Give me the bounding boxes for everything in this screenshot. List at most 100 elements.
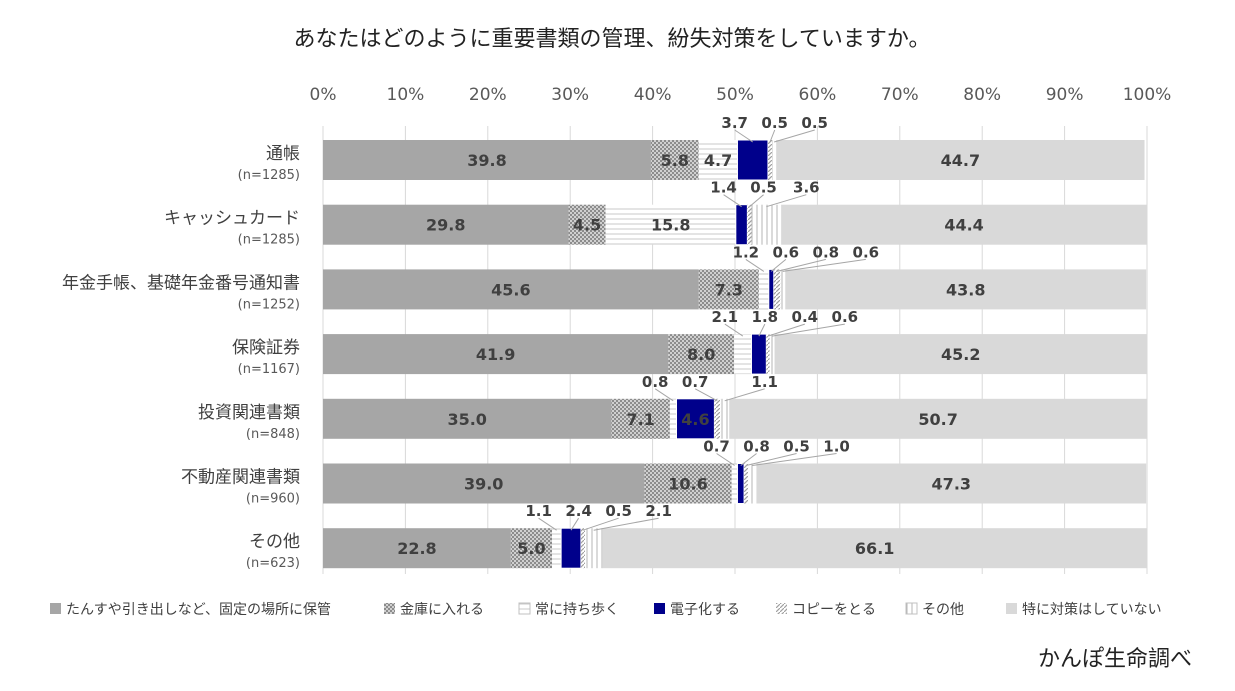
leader-line	[724, 323, 744, 337]
bar-segment	[750, 333, 767, 375]
leader-line	[758, 323, 766, 337]
leader-line	[749, 194, 764, 208]
bar-segment	[669, 398, 677, 439]
category-label: 年金手帳、基礎年金番号通知書	[62, 273, 300, 293]
bar-segment	[744, 463, 749, 504]
x-tick-label: 40%	[634, 85, 672, 105]
category-n: (n=1285)	[238, 233, 300, 248]
legend-label: その他	[922, 602, 964, 618]
data-label: 0.6	[853, 243, 880, 261]
data-label: 0.8	[642, 373, 669, 391]
data-label: 0.5	[783, 438, 810, 456]
bar-segment	[768, 268, 775, 310]
data-label: 4.5	[573, 216, 601, 235]
category-n: (n=1252)	[238, 297, 300, 312]
data-label: 1.1	[525, 502, 552, 520]
data-label: 5.8	[661, 151, 689, 170]
bar-segment	[605, 204, 736, 245]
leader-line	[694, 388, 718, 402]
data-label: 0.7	[703, 438, 730, 456]
chart-title: あなたはどのように重要書類の管理、紛失対策をしていますか。	[294, 27, 931, 52]
bar-segment	[585, 528, 603, 569]
bar-segment	[714, 398, 721, 439]
data-label: 45.2	[941, 345, 980, 364]
bar-segment	[644, 463, 732, 504]
data-label: 4.6	[681, 410, 709, 429]
leader-line	[766, 194, 807, 208]
data-label: 0.7	[682, 373, 709, 391]
leader-line	[723, 194, 742, 208]
data-label: 39.8	[467, 151, 506, 170]
bars	[323, 139, 1147, 569]
category-label: 通帳	[266, 144, 300, 164]
leader-line	[776, 258, 826, 272]
data-label: 1.8	[752, 308, 779, 326]
bar-segment	[785, 269, 1147, 310]
data-label: 0.6	[773, 243, 800, 261]
bar-segment	[780, 269, 786, 310]
bar-segment	[758, 269, 769, 310]
bar-segment	[747, 204, 752, 245]
leader-line	[538, 517, 557, 531]
data-label: 29.8	[426, 216, 465, 235]
data-labels: 39.8 5.8 4.7 44.7 3.7 0.5 0.5 29.8 4.5 15.8 44.4 1.…	[397, 114, 985, 558]
bar-segment	[756, 463, 1147, 504]
bar-segment	[602, 528, 1147, 569]
bar-segment	[323, 140, 651, 180]
bar-segment	[731, 463, 738, 504]
x-tick-label: 70%	[881, 85, 919, 105]
x-tick-label: 30%	[551, 85, 589, 105]
bar-segment	[323, 269, 699, 310]
leader-line	[740, 453, 757, 466]
data-label: 41.9	[476, 345, 515, 364]
bar-segment	[552, 528, 562, 569]
bar-segment	[323, 463, 645, 504]
data-label: 0.5	[801, 114, 828, 132]
leader-line	[724, 388, 765, 402]
data-label: 0.5	[750, 179, 777, 197]
data-label: 0.5	[761, 114, 788, 132]
bar-segment	[729, 398, 1147, 439]
data-label: 44.4	[944, 216, 983, 235]
x-axis-ticks: 0% 10% 20% 30% 40% 50% 60% 70% 80% 90% 100%	[310, 85, 1172, 105]
bar-segment	[766, 334, 770, 375]
bar-segment	[751, 204, 782, 245]
legend-label: 金庫に入れる	[400, 601, 484, 618]
category-labels: 通帳 (n=1285) キャッシュカード (n=1285) 年金手帳、基礎年金番号通知書…	[62, 144, 300, 571]
bar-segment	[769, 334, 775, 375]
leader-line	[782, 258, 866, 272]
bar-segment	[323, 398, 612, 439]
bar-segment	[698, 269, 759, 310]
data-label: 1.2	[733, 243, 760, 261]
data-label: 0.5	[605, 502, 632, 520]
category-label: 不動産関連書類	[181, 468, 300, 488]
leader-line	[570, 517, 580, 531]
data-label: 0.8	[813, 243, 840, 261]
bar-segment	[580, 528, 586, 569]
legend-swatch	[50, 603, 61, 614]
x-tick-label: 60%	[799, 85, 837, 105]
leader-line	[593, 517, 659, 531]
x-tick-label: 0%	[310, 85, 337, 105]
bar-segment	[720, 398, 730, 439]
source-note: かんぽ生命調べ	[1038, 647, 1192, 672]
data-label: 3.7	[721, 114, 748, 132]
category-label: 保険証券	[232, 338, 300, 358]
data-label: 45.6	[491, 280, 530, 299]
data-label: 2.4	[565, 502, 592, 520]
bar-segment	[323, 334, 669, 375]
leader-line	[773, 129, 815, 143]
data-label: 8.0	[687, 345, 715, 364]
bar-segment	[773, 269, 781, 310]
category-label: キャッシュカード	[164, 209, 300, 229]
leader-line	[582, 517, 619, 531]
x-tick-label: 20%	[469, 85, 507, 105]
legend: たんすや引き出しなど、固定の場所に保管 金庫に入れる 常に持ち歩く 電子化する コピーを…	[50, 601, 1162, 618]
data-label: 1.1	[751, 373, 778, 391]
data-label: 5.0	[517, 539, 545, 558]
legend-swatch	[384, 603, 395, 614]
legend-swatch	[654, 603, 665, 614]
bar-segment	[698, 140, 738, 180]
bar-segment	[560, 527, 582, 569]
data-label: 0.8	[743, 438, 770, 456]
